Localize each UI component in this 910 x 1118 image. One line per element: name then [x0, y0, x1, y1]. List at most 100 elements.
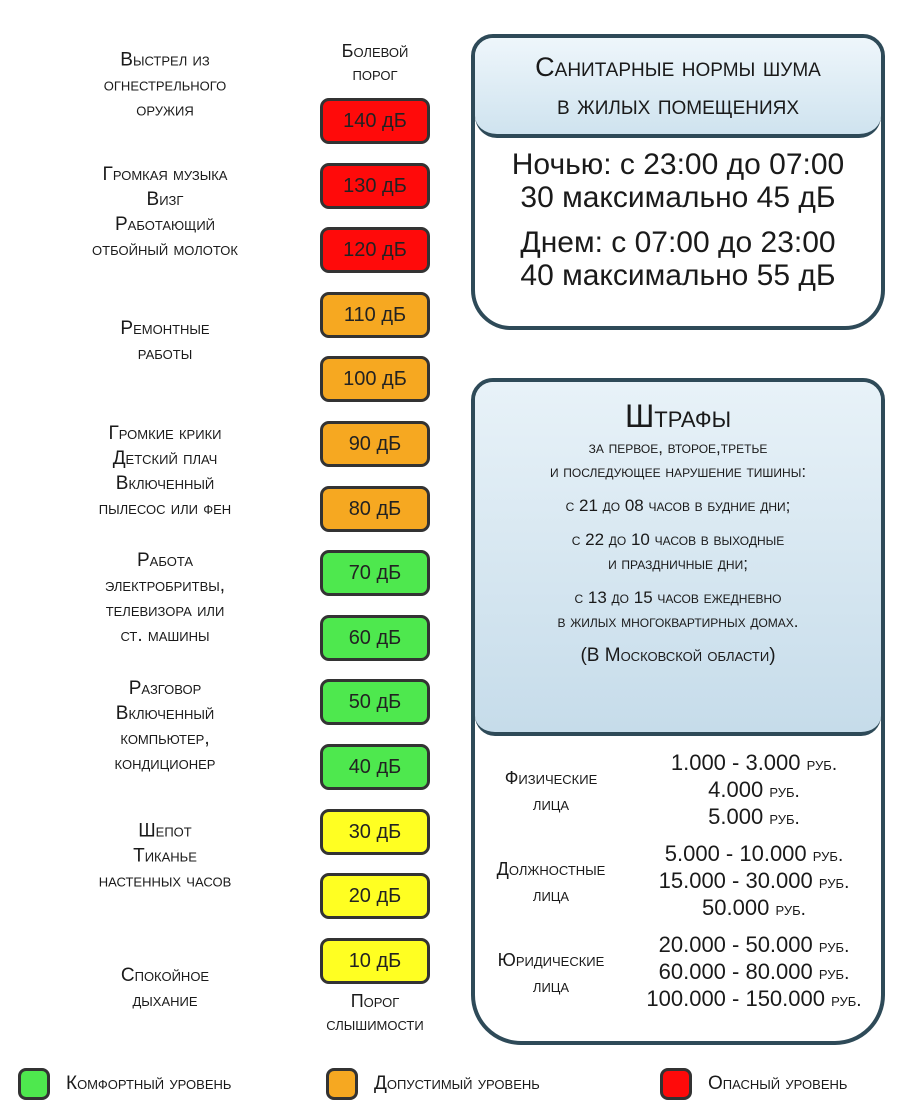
currency: руб. [769, 781, 800, 802]
source-line: телевизора или [105, 600, 225, 621]
fine-amounts: 5.000 - 10.000 руб. 15.000 - 30.000 руб. 5… [627, 841, 881, 922]
offender-type: Юридические лица [475, 947, 627, 999]
offender-line: лица [532, 793, 570, 814]
amount-value: 1.000 - 3.000 [670, 750, 801, 775]
source-line: пылесос или фен [98, 498, 232, 519]
period-line: с 13 до 15 часов ежедневно [574, 588, 782, 607]
period-line: с 21 до 08 часов в будние дни; [565, 496, 791, 515]
legend-item-dangerous: Опасный уровень [660, 1068, 847, 1100]
fine-amount: 5.000 - 10.000 руб. [627, 841, 881, 868]
offender-type: Должностные лица [475, 856, 627, 908]
label-line: Порог [350, 991, 400, 1011]
source-line: Визг [146, 189, 184, 210]
noise-source: Разговор Включенный компьютер, кондиционер [20, 676, 310, 776]
level-badge-acceptable: 90 дБ [320, 421, 430, 467]
night-norm: Ночью: с 23:00 до 07:00 30 максимально 4… [475, 148, 881, 214]
amount-value: 4.000 [708, 777, 764, 802]
level-badge-dangerous: 140 дБ [320, 98, 430, 144]
pain-threshold-label: Болевой порог [305, 40, 445, 86]
quiet-period: с 13 до 15 часов ежедневно в жилых многок… [475, 586, 881, 634]
title-line: в жилых помещениях [556, 90, 800, 120]
source-line: Включенный [115, 703, 215, 724]
legend-label: Комфортный уровень [66, 1073, 232, 1094]
fine-amounts: 1.000 - 3.000 руб. 4.000 руб. 5.000 руб. [627, 750, 881, 831]
amount-value: 5.000 [708, 804, 764, 829]
currency: руб. [831, 990, 862, 1011]
currency: руб. [812, 845, 844, 866]
source-line: Работающий [114, 214, 216, 235]
offender-line: лица [532, 884, 570, 905]
legend-item-acceptable: Допустимый уровень [326, 1068, 540, 1100]
fine-amount: 4.000 руб. [627, 777, 881, 804]
legend-label: Допустимый уровень [374, 1073, 540, 1094]
level-badge-comfortable: 70 дБ [320, 550, 430, 597]
level-badge-comfortable: 60 дБ [320, 614, 430, 661]
fines-header: Штрафы за первое, второе,третье и послед… [475, 382, 881, 736]
source-line: оружия [136, 99, 194, 121]
legend-item-comfortable: Комфортный уровень [18, 1068, 231, 1100]
fines-subtitle: за первое, второе,третье и последующее н… [475, 436, 881, 484]
source-line: Тиканье [133, 845, 197, 867]
legend-swatch [660, 1068, 692, 1100]
source-line: Громкая музыка [102, 164, 228, 185]
level-badge-acceptable: 110 дБ [320, 291, 430, 338]
currency: руб. [806, 754, 838, 775]
offender-line: Должностные [496, 858, 606, 879]
fines-panel: Штрафы за первое, второе,третье и послед… [471, 378, 885, 1045]
norms-title: Санитарные нормы шума в жилых помещениях [475, 38, 881, 138]
fine-amount: 60.000 - 80.000 руб. [627, 959, 881, 986]
level-badge-quiet: 30 дБ [320, 808, 430, 855]
fine-amount: 20.000 - 50.000 руб. [627, 932, 881, 959]
noise-source: Шепот Тиканье настенных часов [20, 819, 310, 894]
source-line: Включенный [115, 473, 215, 494]
offender-type: Физические лица [475, 765, 627, 817]
source-line: Шепот [138, 820, 192, 842]
label-line: слышимости [326, 1014, 424, 1034]
subtitle-line: за первое, второе,третье [588, 438, 768, 457]
fine-amount: 50.000 руб. [627, 895, 881, 922]
source-line: кондиционер [114, 753, 216, 774]
subtitle-line: и последующее нарушение тишины: [549, 462, 807, 481]
level-badge-dangerous: 130 дБ [320, 162, 430, 209]
fine-amount: 15.000 - 30.000 руб. [627, 868, 881, 895]
legend-swatch [326, 1068, 358, 1100]
fine-amount: 1.000 - 3.000 руб. [627, 750, 881, 777]
day-hours: Днем: с 07:00 до 23:00 [520, 226, 836, 259]
level-badge-comfortable: 50 дБ [320, 679, 430, 726]
noise-source: Ремонтные работы [20, 316, 310, 366]
period-line: и праздничные дни; [608, 554, 748, 573]
night-limits: 30 максимально 45 дБ [520, 181, 836, 214]
quiet-period: с 21 до 08 часов в будние дни; [475, 494, 881, 518]
source-line: настенных часов [98, 870, 232, 892]
noise-source: Громкие крики Детский плач Включенный пылес… [20, 421, 310, 521]
source-line: Выстрел из [120, 49, 210, 71]
fine-category: Юридические лица 20.000 - 50.000 руб. 60.00… [475, 932, 881, 1013]
noise-source: Спокойное дыхание [20, 963, 310, 1013]
amount-value: 5.000 - 10.000 [664, 841, 807, 866]
level-badge-comfortable: 40 дБ [320, 744, 430, 790]
currency: руб. [818, 963, 850, 984]
currency: руб. [818, 936, 850, 957]
fine-category: Физические лица 1.000 - 3.000 руб. 4.000 ру… [475, 750, 881, 831]
quiet-period: с 22 до 10 часов в выходные и праздничные… [475, 528, 881, 576]
offender-line: лица [532, 975, 570, 996]
source-line: Ремонтные [120, 318, 210, 339]
night-hours: Ночью: с 23:00 до 07:00 [511, 148, 845, 181]
source-line: Громкие крики [108, 423, 222, 444]
amount-value: 100.000 - 150.000 [646, 986, 825, 1011]
period-line: с 22 до 10 часов в выходные [571, 530, 785, 549]
amount-value: 60.000 - 80.000 [658, 959, 813, 984]
level-badge-quiet: 20 дБ [320, 873, 430, 920]
source-line: дыхание [132, 990, 198, 1011]
source-line: работы [137, 343, 193, 364]
amount-value: 20.000 - 50.000 [658, 932, 813, 957]
fines-region: (В Московской области) [580, 645, 776, 666]
fine-amount: 100.000 - 150.000 руб. [627, 986, 881, 1013]
noise-source: Громкая музыка Визг Работающий отбойный мол… [20, 162, 310, 262]
level-badge-dangerous: 120 дБ [320, 227, 430, 274]
period-line: в жилых многоквартирных домах. [557, 612, 799, 631]
level-badge-acceptable: 100 дБ [320, 356, 430, 403]
source-line: электробритвы, [104, 575, 226, 596]
fine-category: Должностные лица 5.000 - 10.000 руб. 15.000… [475, 841, 881, 922]
source-line: Разговор [128, 678, 202, 699]
